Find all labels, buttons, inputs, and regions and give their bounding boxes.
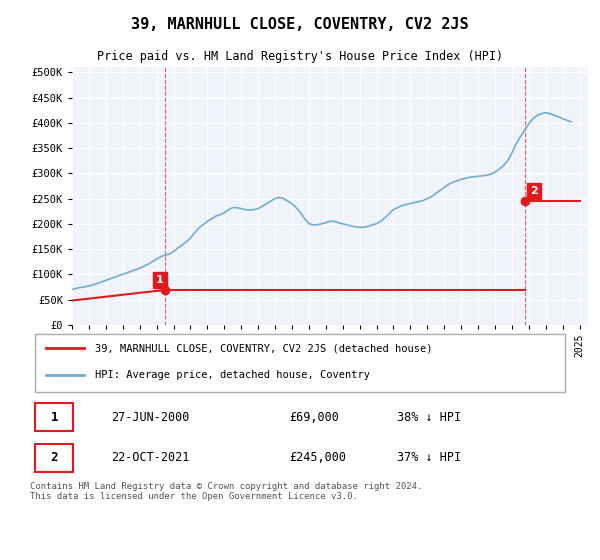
Text: 39, MARNHULL CLOSE, COVENTRY, CV2 2JS (detached house): 39, MARNHULL CLOSE, COVENTRY, CV2 2JS (d… — [95, 343, 432, 353]
Text: 39, MARNHULL CLOSE, COVENTRY, CV2 2JS: 39, MARNHULL CLOSE, COVENTRY, CV2 2JS — [131, 17, 469, 32]
FancyBboxPatch shape — [35, 403, 73, 431]
Text: £69,000: £69,000 — [289, 410, 339, 423]
FancyBboxPatch shape — [35, 334, 565, 391]
Text: 37% ↓ HPI: 37% ↓ HPI — [397, 451, 461, 464]
Text: 1: 1 — [156, 275, 164, 285]
Text: 2: 2 — [530, 186, 538, 196]
Text: 38% ↓ HPI: 38% ↓ HPI — [397, 410, 461, 423]
Text: Contains HM Land Registry data © Crown copyright and database right 2024.
This d: Contains HM Land Registry data © Crown c… — [30, 482, 422, 501]
Text: £245,000: £245,000 — [289, 451, 346, 464]
Text: HPI: Average price, detached house, Coventry: HPI: Average price, detached house, Cove… — [95, 371, 370, 380]
Text: 1: 1 — [50, 410, 58, 423]
Text: 27-JUN-2000: 27-JUN-2000 — [111, 410, 190, 423]
Text: 22-OCT-2021: 22-OCT-2021 — [111, 451, 190, 464]
Text: 2: 2 — [50, 451, 58, 464]
FancyBboxPatch shape — [35, 444, 73, 472]
Text: Price paid vs. HM Land Registry's House Price Index (HPI): Price paid vs. HM Land Registry's House … — [97, 50, 503, 63]
